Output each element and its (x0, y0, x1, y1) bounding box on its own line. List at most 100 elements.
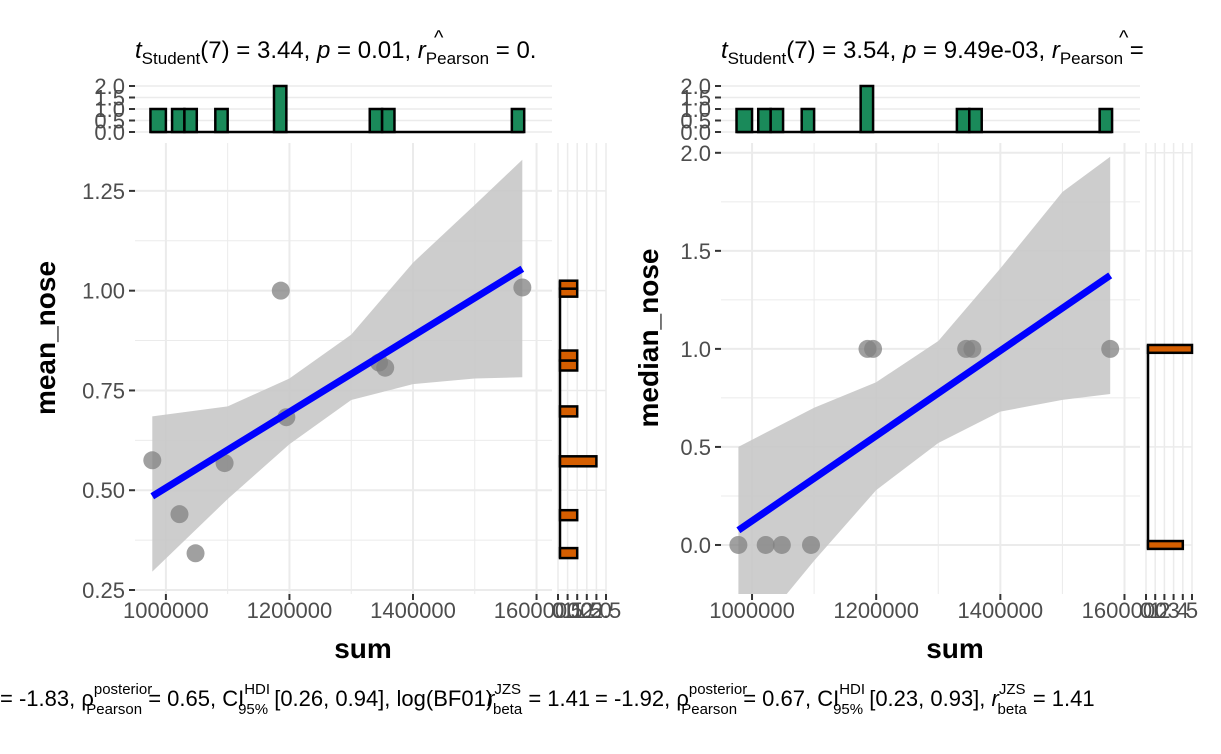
left-y-tick-label: 1.25 (82, 179, 125, 204)
left-scatter-plot: 1000000 1200000 1400000 1600000 0.25 0.50 0.75… (82, 143, 579, 623)
right-caption: = -1.92, ρposterior Pearson = 0.67, CIHDI… (595, 681, 1095, 718)
right-confidence-band (738, 156, 1111, 594)
right-title-r-hat: ^ (1119, 27, 1129, 49)
right-regression-line (736, 272, 1113, 534)
left-right-hist-tick-label: 2.5 (591, 598, 622, 623)
left-regression-line (150, 265, 525, 500)
left-data-point (186, 544, 205, 563)
left-right-hist-bar (558, 455, 598, 468)
right-top-hist-bar (1098, 107, 1114, 134)
right-y-tick-label: 2.0 (680, 141, 711, 166)
right-right-hist-tick-label: 3 (1167, 598, 1179, 623)
left-y-tick-label: 1.00 (82, 279, 125, 304)
right-top-hist-tick-label: 1.5 (680, 86, 711, 111)
right-chart-title: tStudent(7) = 3.54, p = 9.49e-03, rPears… (721, 37, 1144, 68)
right-top-hist-tick-label: 1.0 (680, 97, 711, 122)
left-chart-title: tStudent(7) = 3.44, p = 0.01, rPearson =… (135, 37, 536, 68)
left-y-axis-title: mean_nose (30, 261, 61, 415)
left-right-hist-tick-label: 0.5 (552, 598, 583, 623)
left-data-point (271, 281, 290, 300)
right-right-hist-tick-label: 5 (1186, 598, 1198, 623)
left-top-hist-tick-label: 2.0 (94, 74, 125, 99)
left-top-histogram: 0.00.51.01.52.0 (94, 74, 552, 145)
left-top-hist-bar (380, 107, 396, 134)
right-x-tick-label: 1200000 (833, 598, 919, 623)
left-x-tick-label: 1000000 (123, 598, 209, 623)
left-right-hist-bar (558, 359, 579, 372)
right-data-point (864, 339, 883, 358)
right-y-tick-label: 1.5 (680, 239, 711, 264)
right-y-tick-label: 0.5 (680, 435, 711, 460)
right-x-tick-label: 1600000 (1082, 598, 1168, 623)
left-top-hist-tick-label: 1.5 (94, 86, 125, 111)
right-right-hist-bar (1146, 539, 1185, 551)
left-top-hist-bar (170, 107, 186, 134)
left-right-hist-tick-label: 2.0 (581, 598, 612, 623)
left-y-tick-label: 0.25 (82, 578, 125, 603)
right-top-hist-bar (756, 107, 772, 134)
right-top-hist-tick-label: 0.0 (680, 120, 711, 145)
right-top-hist-bar (735, 107, 754, 134)
right-data-point (1101, 339, 1120, 358)
left-y-tick-label: 0.75 (82, 378, 125, 403)
right-top-hist-bar (859, 84, 875, 134)
left-top-hist-tick-label: 0.0 (94, 120, 125, 145)
left-data-point (513, 278, 532, 297)
left-top-hist-bar (183, 107, 199, 134)
left-data-point (170, 505, 189, 524)
left-right-hist-bar (558, 279, 579, 290)
left-right-hist-bar (558, 349, 579, 362)
left-right-hist-bar (558, 508, 579, 522)
left-right-hist-tick-label: 0 (552, 598, 564, 623)
left-right-hist-bar (558, 405, 579, 418)
right-data-point (772, 535, 791, 554)
left-data-point (143, 451, 162, 470)
right-data-point (963, 339, 982, 358)
right-right-hist-tick-label: 4 (1177, 598, 1189, 623)
left-top-hist-tick-label: 0.5 (94, 109, 125, 134)
right-right-hist-tick-label: 1 (1149, 598, 1161, 623)
right-top-hist-tick-label: 0.5 (680, 109, 711, 134)
left-top-hist-bar (510, 107, 526, 134)
right-data-point (802, 535, 821, 554)
left-title-r-hat: ^ (434, 27, 444, 49)
right-x-tick-label: 1400000 (958, 598, 1044, 623)
left-top-hist-bar (272, 84, 288, 134)
right-x-axis-title: sum (926, 633, 984, 664)
right-y-axis-title: median_nose (633, 249, 664, 428)
left-confidence-band (152, 159, 523, 572)
right-data-point (729, 535, 748, 554)
left-data-point (376, 358, 395, 377)
left-top-hist-tick-label: 1.0 (94, 97, 125, 122)
right-top-hist-bar (968, 107, 983, 134)
left-x-tick-label: 1200000 (247, 598, 333, 623)
left-right-histogram: 00.51.01.52.02.5 (552, 143, 621, 623)
left-right-hist-tick-label: 1.5 (572, 598, 603, 623)
right-right-hist-tick-label: 0 (1140, 598, 1152, 623)
left-chart-panel: tStudent(7) = 3.44, p = 0.01, rPearson =… (30, 27, 621, 664)
right-right-hist-background (1146, 143, 1192, 594)
left-y-tick-label: 0.50 (82, 478, 125, 503)
left-caption-overlap: rJZS beta = 1.41 (487, 681, 590, 718)
left-x-tick-label: 1600000 (494, 598, 580, 623)
right-data-point (756, 535, 775, 554)
right-top-histogram: 0.00.51.01.52.0 (680, 74, 1140, 145)
left-caption: = -1.83, ρposterior Pearson = 0.65, CIHDI… (0, 681, 493, 718)
left-right-hist-bar (558, 546, 579, 560)
right-top-hist-tick-label: 2.0 (680, 74, 711, 99)
right-scatter-plot: 1000000 1200000 1400000 1600000 0.0 0.5 1.0 1.5… (680, 141, 1168, 623)
right-right-hist-bar (1146, 343, 1194, 355)
right-y-tick-label: 1.0 (680, 337, 711, 362)
right-right-hist-tick-label: 2 (1158, 598, 1170, 623)
left-top-hist-bar (214, 107, 229, 134)
right-y-tick-label: 0.0 (680, 533, 711, 558)
right-top-hist-bar (800, 107, 816, 134)
right-top-hist-bar (769, 107, 785, 134)
right-x-tick-label: 1000000 (709, 598, 795, 623)
left-x-axis-title: sum (334, 633, 392, 664)
right-chart-panel: tStudent(7) = 3.54, p = 9.49e-03, rPears… (633, 27, 1198, 664)
left-top-hist-bar (368, 107, 384, 134)
right-top-hist-bar (955, 107, 971, 134)
